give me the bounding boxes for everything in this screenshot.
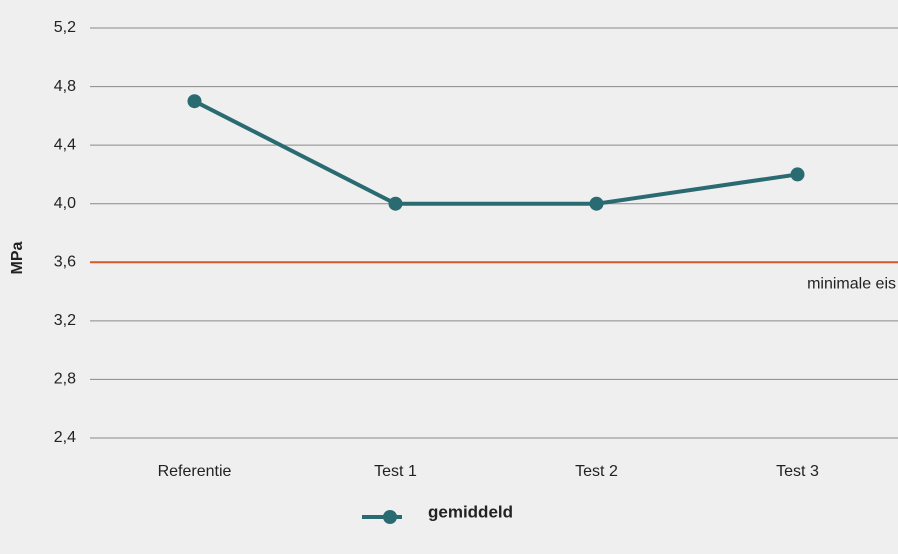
data-point xyxy=(589,196,604,211)
x-tick-label: Test 1 xyxy=(374,463,417,480)
legend-label: gemiddeld xyxy=(428,502,513,521)
series-line xyxy=(193,99,798,206)
y-tick-label: 4,0 xyxy=(54,195,76,212)
data-point xyxy=(388,196,403,211)
y-tick-label: 3,6 xyxy=(54,254,76,271)
reference-label: minimale eis xyxy=(807,276,896,293)
x-tick-label: Test 2 xyxy=(575,463,618,480)
y-axis-label: MPa xyxy=(9,241,26,274)
y-tick-label: 4,8 xyxy=(54,78,76,95)
data-point xyxy=(790,167,805,182)
y-tick-label: 2,8 xyxy=(54,371,76,388)
y-tick-label: 4,4 xyxy=(54,136,76,153)
y-tick-label: 3,2 xyxy=(54,312,76,329)
y-tick-label: 2,4 xyxy=(54,429,76,446)
legend-marker xyxy=(383,510,397,524)
x-tick-label: Test 3 xyxy=(776,463,819,480)
x-tick-label: Referentie xyxy=(158,463,232,480)
data-point xyxy=(187,94,202,109)
y-tick-label: 5,2 xyxy=(54,19,76,36)
